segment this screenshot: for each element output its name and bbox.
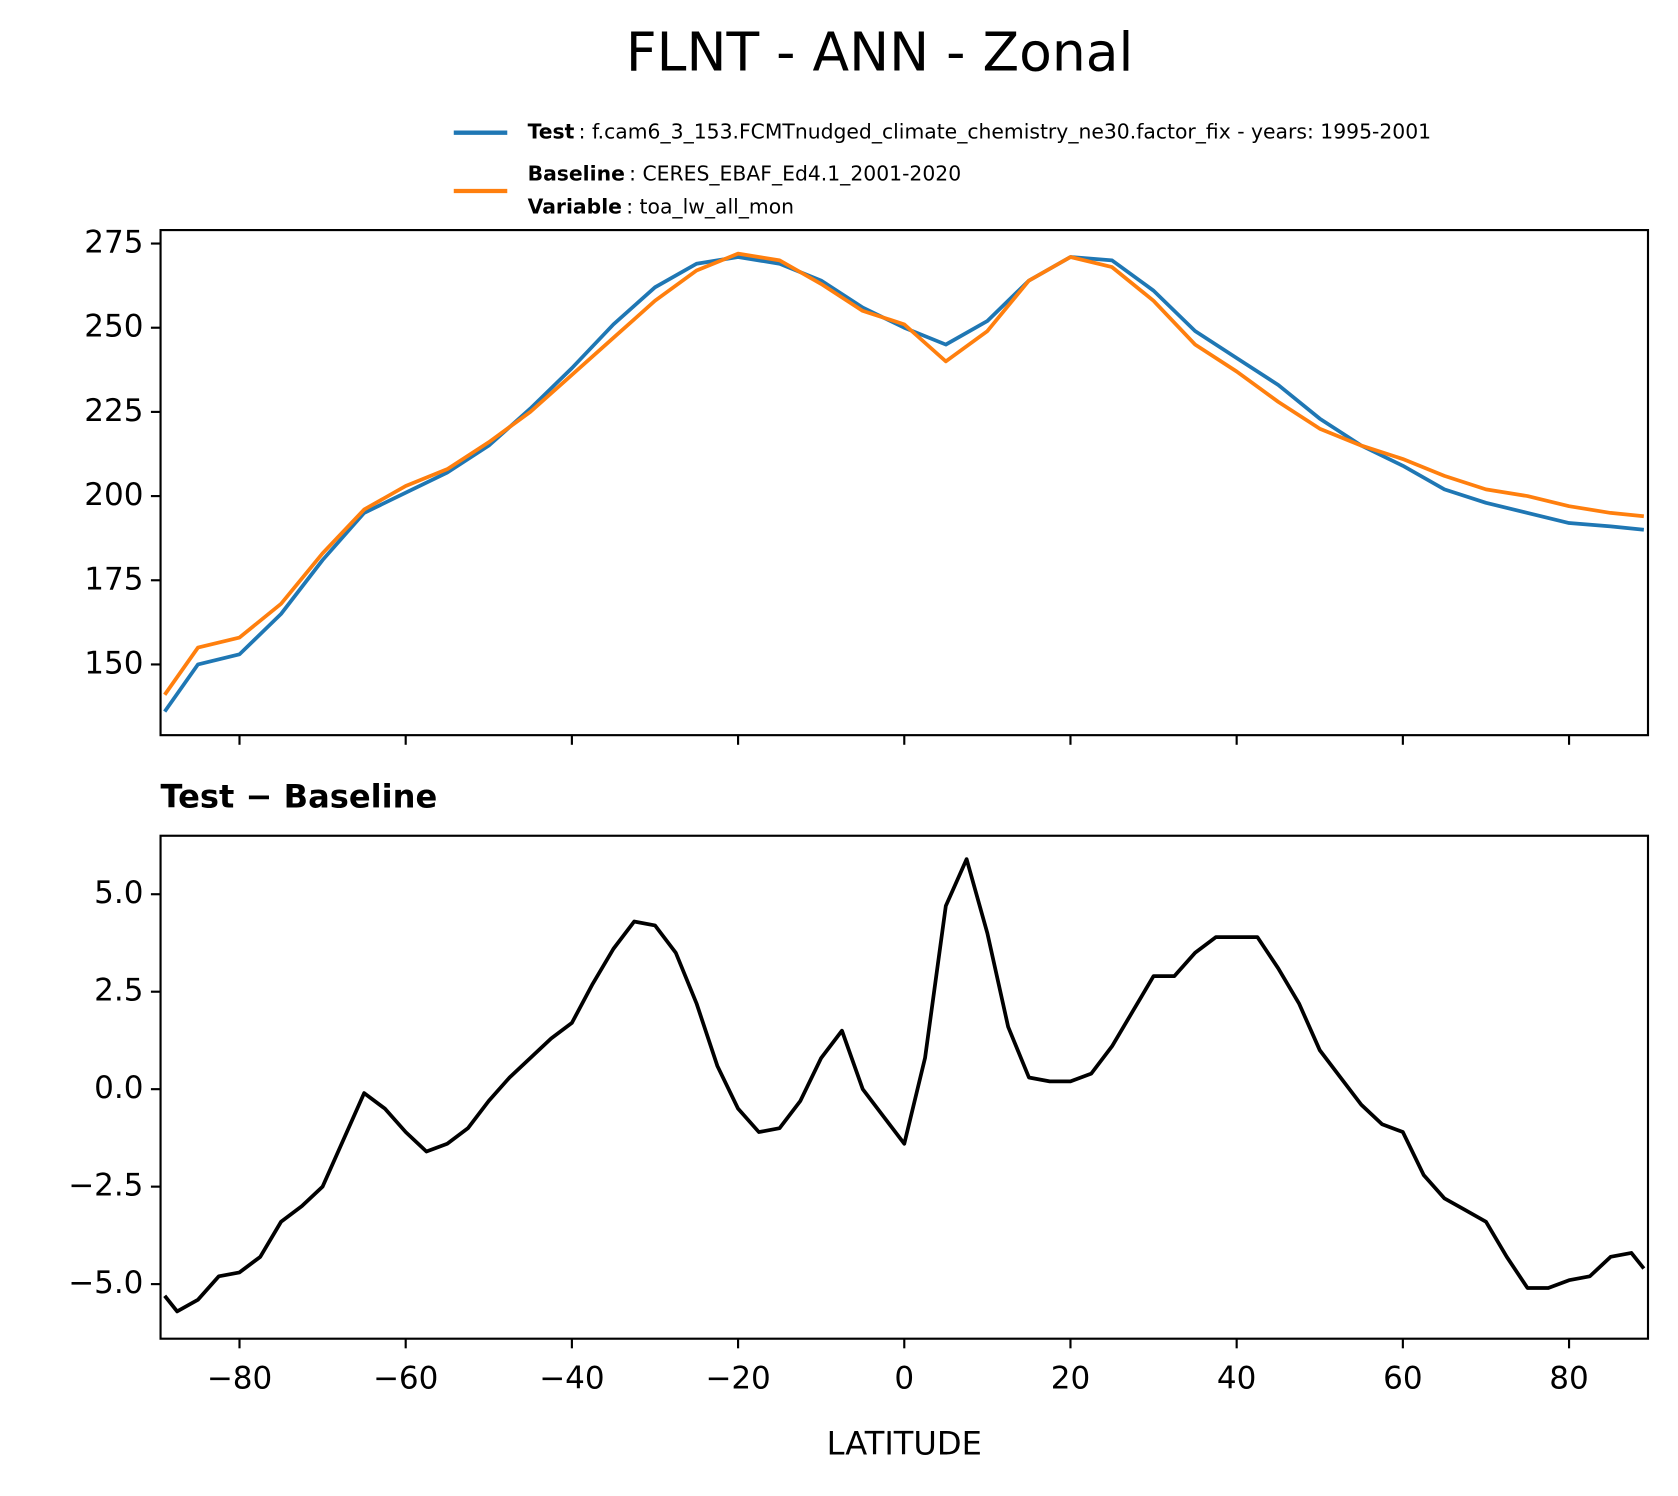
y-tick-label: 0.0 [94, 1070, 143, 1106]
y-tick-label: 5.0 [94, 875, 143, 911]
y-tick-label: 175 [84, 561, 143, 597]
y-tick-label: −5.0 [68, 1265, 143, 1301]
x-tick-label: −40 [539, 1360, 604, 1396]
data-line [163, 857, 1646, 1314]
y-tick-label: −2.5 [68, 1168, 143, 1204]
x-tick-label: 0 [894, 1360, 914, 1396]
y-tick-label: 275 [84, 225, 143, 261]
y-tick-label: 200 [84, 477, 143, 513]
legend-extra-detail: : toa_lw_all_mon [626, 195, 794, 220]
legend-entry: Test: f.cam6_3_153.FCMTnudged_climate_ch… [528, 120, 1431, 145]
figure-title: FLNT - ANN - Zonal [626, 20, 1134, 83]
subplot-title: Test − Baseline [161, 777, 438, 815]
x-tick-label: −80 [207, 1360, 272, 1396]
x-axis-label: LATITUDE [827, 1425, 982, 1463]
x-tick-label: 60 [1383, 1360, 1422, 1396]
legend-entry: Baseline: CERES_EBAF_Ed4.1_2001-2020 [528, 161, 962, 186]
y-tick-label: 2.5 [94, 973, 143, 1009]
x-tick-label: 80 [1549, 1360, 1588, 1396]
y-tick-label: 150 [84, 645, 143, 681]
x-tick-label: −60 [373, 1360, 438, 1396]
y-tick-label: 225 [84, 393, 143, 429]
x-tick-label: 40 [1217, 1360, 1256, 1396]
data-line [163, 251, 1645, 696]
legend-detail: : f.cam6_3_153.FCMTnudged_climate_chemis… [579, 120, 1431, 145]
legend-detail: : CERES_EBAF_Ed4.1_2001-2020 [629, 161, 961, 186]
legend-entry-extra: Variable: toa_lw_all_mon [528, 195, 794, 220]
legend-name: Test [528, 120, 575, 144]
y-tick-label: 250 [84, 309, 143, 345]
data-line [163, 255, 1645, 713]
legend-name: Baseline [528, 161, 625, 185]
x-tick-label: 20 [1051, 1360, 1090, 1396]
x-tick-label: −20 [705, 1360, 770, 1396]
legend-extra-name: Variable [528, 195, 622, 219]
